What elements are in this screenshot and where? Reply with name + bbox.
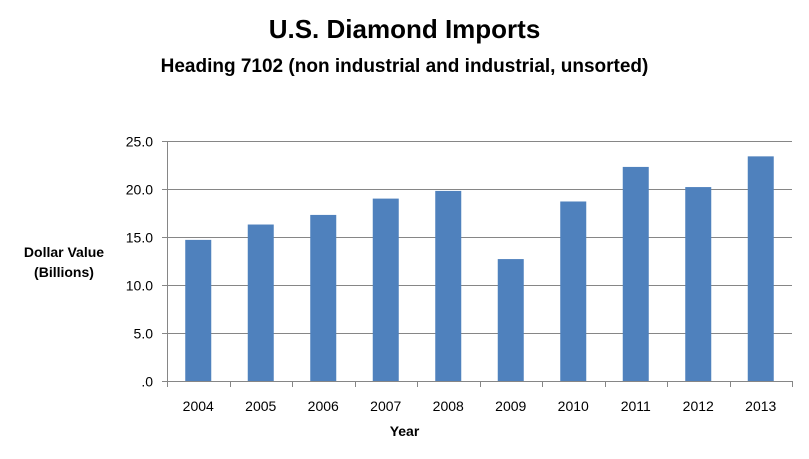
x-tick-label: 2010 xyxy=(558,398,589,414)
y-tick-label: 10.0 xyxy=(126,278,153,294)
x-tick-label: 2007 xyxy=(370,398,401,414)
bar-2011 xyxy=(622,166,649,381)
y-axis-label-line-1: Dollar Value xyxy=(23,244,105,260)
y-axis-label: Dollar Value (Billions) xyxy=(14,242,114,282)
x-tick-label: 2006 xyxy=(308,398,339,414)
y-tick-label: .0 xyxy=(141,374,153,390)
bar-2010 xyxy=(560,201,587,381)
x-tick-label: 2008 xyxy=(433,398,464,414)
y-tick-labels: .0 5.0 10.0 15.0 20.0 25.0 xyxy=(126,134,153,390)
bar-2005 xyxy=(247,224,274,381)
bar-2006 xyxy=(310,214,337,381)
x-tick-label: 2004 xyxy=(183,398,214,414)
bar-2013 xyxy=(747,156,774,381)
bar-2007 xyxy=(372,198,399,381)
x-tick-label: 2009 xyxy=(495,398,526,414)
y-tick-label: 15.0 xyxy=(126,230,153,246)
y-tick-label: 25.0 xyxy=(126,134,153,150)
chart-subtitle: Heading 7102 (non industrial and industr… xyxy=(160,56,649,77)
x-tick-label: 2005 xyxy=(245,398,276,414)
x-tick-labels: 2004 2005 2006 2007 2008 2009 2010 2011 2012 2013 xyxy=(183,398,777,414)
bar-2012 xyxy=(685,187,712,381)
x-tick-label: 2013 xyxy=(745,398,776,414)
chart-title: U.S. Diamond Imports xyxy=(268,14,541,44)
bar-2004 xyxy=(185,239,212,381)
y-axis-label-line-2: (Billions) xyxy=(34,264,94,280)
y-tick-label: 5.0 xyxy=(134,326,154,342)
x-tick-label: 2012 xyxy=(683,398,714,414)
x-tick-label: 2011 xyxy=(621,398,651,414)
bar-2009 xyxy=(497,259,524,381)
axes xyxy=(162,141,793,387)
x-axis-label: Year xyxy=(389,423,420,439)
y-tick-label: 20.0 xyxy=(126,182,153,198)
bar-2008 xyxy=(435,190,462,381)
bars xyxy=(185,156,774,381)
